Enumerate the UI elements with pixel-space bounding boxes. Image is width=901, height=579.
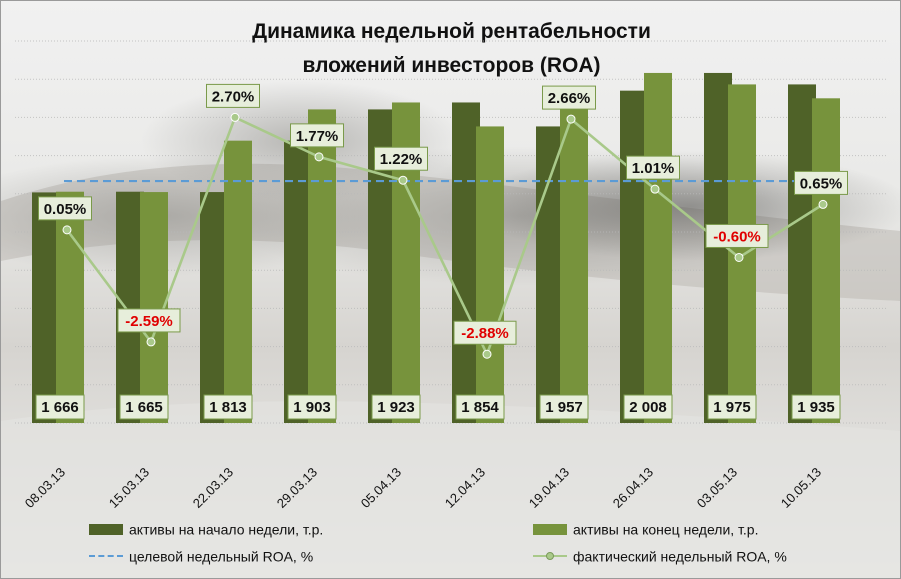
bar-start-assets	[620, 90, 648, 423]
bar-end-assets	[644, 72, 672, 423]
bar-value-label-box	[707, 394, 757, 420]
bar-value-label-box	[623, 394, 673, 420]
legend-actual-roa-line	[533, 551, 567, 561]
legend-end-assets: активы на конец недели, т.р.	[533, 520, 759, 537]
bar-value-label: 1 903	[293, 399, 331, 416]
bar-value-label-box	[791, 394, 841, 420]
bar-value-label-box	[539, 394, 589, 420]
bar-end-assets	[560, 90, 588, 423]
x-tick-label: 29.03.13	[274, 465, 320, 511]
bar-value-label: 1 854	[461, 399, 499, 416]
bar-end-assets	[224, 140, 252, 423]
bar-end-assets	[728, 84, 756, 423]
bar-value-label-box	[35, 394, 85, 420]
legend-end-assets-swatch	[533, 523, 567, 535]
x-tick-label: 03.05.13	[694, 465, 740, 511]
bar-value-label: 1 975	[713, 399, 751, 416]
actual-roa-line	[62, 112, 828, 359]
roa-value-label: 1.77%	[296, 128, 339, 145]
actual-roa-point	[650, 184, 660, 194]
legend-start-assets-swatch	[89, 523, 123, 535]
bar-start-assets	[788, 84, 816, 423]
x-tick-label: 08.03.13	[22, 465, 68, 511]
roa-value-label: 0.05%	[44, 201, 87, 218]
bar-value-label-box	[371, 394, 421, 420]
actual-roa-point	[734, 252, 744, 262]
bar-end-assets	[56, 191, 84, 423]
actual-roa-point	[482, 349, 492, 359]
roa-value-label: -0.60%	[713, 228, 761, 245]
bar-value-label: 1 957	[545, 399, 583, 416]
gridlines	[15, 40, 886, 424]
bar-start-assets	[116, 191, 144, 423]
bar-value-label: 1 665	[125, 399, 163, 416]
bar-end-assets	[812, 98, 840, 424]
bar-value-labels: 1 666 1 665 1 813 1 903 1 923 1 854 1 957 2 008…	[35, 394, 841, 420]
roa-value-label-box	[206, 83, 260, 108]
roa-value-label-box	[453, 320, 517, 345]
legend-start-assets: активы на начало недели, т.р.	[89, 520, 323, 537]
x-tick-label: 10.05.13	[778, 465, 824, 511]
roa-value-label: 0.65%	[800, 175, 843, 192]
roa-value-label-box	[542, 85, 596, 110]
bar-value-label: 1 666	[41, 399, 79, 416]
roa-value-label: 1.22%	[380, 151, 423, 168]
actual-roa-point	[146, 337, 156, 347]
bar-start-assets	[284, 140, 312, 423]
bar-value-label-box	[203, 394, 253, 420]
legend-actual-roa: фактический недельный ROA, %	[533, 547, 787, 564]
roa-value-label-box	[705, 223, 769, 248]
bar-value-label-box	[119, 394, 169, 420]
roa-value-label: 2.70%	[212, 88, 255, 105]
x-tick-label: 15.03.13	[106, 465, 152, 511]
actual-roa-point	[566, 114, 576, 124]
roa-value-label-box	[117, 308, 181, 333]
chart-title: Динамика недельной рентабельности вложен…	[252, 20, 651, 77]
roa-value-label-box	[794, 170, 848, 195]
bar-value-label-box	[287, 394, 337, 420]
actual-roa-point	[818, 199, 828, 209]
bar-value-label-box	[455, 394, 505, 420]
legend-actual-roa-label: фактический недельный ROA, %	[573, 548, 787, 565]
bar-value-label: 1 923	[377, 399, 415, 416]
actual-roa-point	[398, 175, 408, 185]
x-tick-label: 22.03.13	[190, 465, 236, 511]
legend-target-roa: целевой недельный ROA, %	[89, 547, 313, 564]
bar-start-assets	[200, 192, 228, 423]
roa-value-labels: 0.05% -2.59% 2.70% 1.77% 1.22% -2.88% 2.66% 1.0…	[38, 83, 848, 345]
legend-target-roa-label: целевой недельный ROA, %	[129, 548, 314, 565]
bar-start-assets	[536, 126, 564, 424]
bar-value-label: 1 813	[209, 399, 247, 416]
legend-end-assets-label: активы на конец недели, т.р.	[573, 521, 759, 538]
actual-roa-point	[314, 152, 324, 162]
actual-roa-path	[65, 116, 824, 356]
actual-roa-point	[62, 225, 72, 235]
bar-start-assets	[452, 102, 480, 423]
bar-end-assets	[476, 126, 504, 424]
x-tick-labels: 08.03.13 15.03.13 22.03.13 29.03.13 05.04.13…	[22, 465, 824, 511]
bar-start-assets	[32, 192, 60, 423]
bar-value-label: 2 008	[629, 399, 667, 416]
roa-value-label: -2.59%	[125, 313, 173, 330]
roa-value-label-box	[374, 146, 428, 171]
x-tick-label: 26.04.13	[610, 465, 656, 511]
roa-value-label: -2.88%	[461, 325, 509, 342]
legend-target-roa-line	[89, 555, 123, 558]
x-tick-label: 12.04.13	[442, 465, 488, 511]
x-tick-label: 19.04.13	[526, 465, 572, 511]
roa-value-label-box	[290, 123, 344, 148]
x-tick-label: 05.04.13	[358, 465, 404, 511]
roa-value-label-box	[626, 155, 680, 180]
roa-value-label: 2.66%	[548, 90, 591, 107]
bar-end-assets	[308, 109, 336, 424]
roa-value-label: 1.01%	[632, 160, 675, 177]
bar-value-label: 1 935	[797, 399, 835, 416]
legend-start-assets-label: активы на начало недели, т.р.	[129, 521, 324, 538]
roa-value-label-box	[38, 196, 92, 221]
actual-roa-point	[230, 112, 240, 122]
